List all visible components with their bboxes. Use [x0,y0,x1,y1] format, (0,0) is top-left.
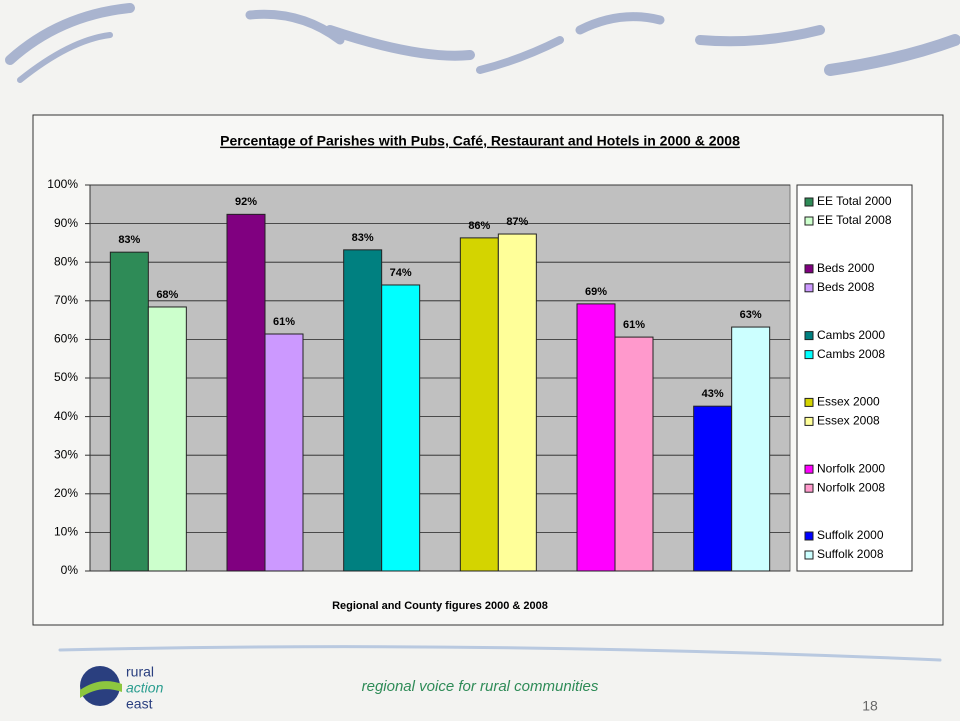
logo-text: rural [126,664,154,680]
bar [731,326,771,572]
data-label: 61% [623,319,645,331]
data-label: 68% [156,289,178,301]
legend-label: Cambs 2000 [817,328,885,342]
chart-title: Percentage of Parishes with Pubs, Café, … [220,133,740,149]
data-label: 69% [585,286,607,298]
bar [693,405,733,572]
y-tick-label: 100% [47,177,78,191]
bar [147,306,187,572]
x-axis-label: Regional and County figures 2000 & 2008 [332,600,548,612]
y-tick-label: 40% [54,409,78,423]
data-label: 83% [118,234,140,246]
legend-swatch [804,483,814,493]
legend-label: Essex 2008 [817,414,880,428]
data-label: 87% [506,216,528,228]
data-label: 43% [702,388,724,400]
bar [343,249,383,572]
bar [497,233,537,572]
tagline: regional voice for rural communities [362,678,599,695]
legend-swatch [804,464,814,474]
legend-label: Suffolk 2008 [817,547,884,561]
data-label: 86% [468,220,490,232]
legend-swatch [804,550,814,560]
legend-label: Cambs 2008 [817,347,885,361]
page-number: 18 [862,698,878,714]
bar [109,251,149,572]
legend-swatch [804,264,814,274]
bar [381,284,421,572]
data-label: 61% [273,316,295,328]
legend-label: Suffolk 2000 [817,528,884,542]
legend-swatch [804,331,814,341]
legend-swatch [804,531,814,541]
legend-swatch [804,416,814,426]
y-tick-label: 10% [54,525,78,539]
y-tick-label: 50% [54,370,78,384]
logo-swoosh [80,681,122,698]
y-tick-label: 90% [54,216,78,230]
legend-swatch [804,197,814,207]
data-label: 63% [740,309,762,321]
y-tick-label: 30% [54,447,78,461]
bar [576,303,616,572]
legend [796,184,913,572]
y-tick-label: 70% [54,293,78,307]
decoration [5,3,960,662]
data-label: 92% [235,196,257,208]
logo-text: action [126,680,164,696]
legend-label: Beds 2000 [817,261,875,275]
legend-label: Beds 2008 [817,280,875,294]
legend-label: Norfolk 2000 [817,461,885,475]
legend-swatch [804,350,814,360]
legend-swatch [804,216,814,226]
y-tick-label: 0% [61,563,79,577]
legend-label: EE Total 2000 [817,194,892,208]
legend-label: Norfolk 2008 [817,480,885,494]
data-label: 83% [352,232,374,244]
logo-text: east [126,696,153,712]
legend-label: EE Total 2008 [817,213,892,227]
legend-swatch [804,397,814,407]
y-tick-label: 60% [54,332,78,346]
bar [226,213,266,572]
bar [614,336,654,572]
legend-swatch [804,283,814,293]
y-tick-label: 80% [54,254,78,268]
bar [459,237,499,572]
data-label: 74% [390,267,412,279]
legend-label: Essex 2000 [817,395,880,409]
y-tick-label: 20% [54,486,78,500]
bar [264,333,304,572]
